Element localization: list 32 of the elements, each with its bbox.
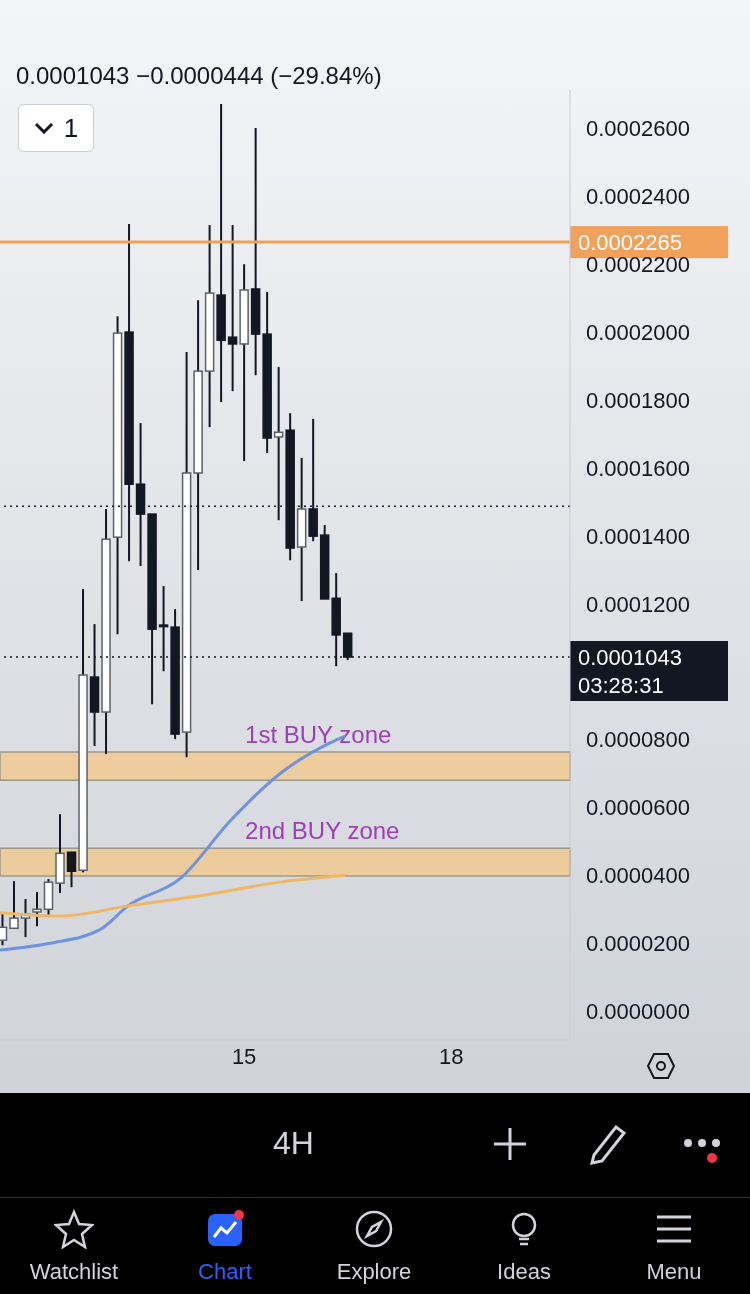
line-series: [0, 873, 347, 918]
y-tick-label: 0.0000200: [586, 931, 690, 957]
text: Chart: [197, 1259, 253, 1285]
candlestick: [66, 851, 77, 889]
text: 03:28:31: [578, 673, 664, 699]
candlestick: [32, 890, 42, 928]
y-tick-label: 0.0000600: [586, 795, 690, 821]
candlestick: [9, 880, 19, 930]
y-tick-label: 0.0002000: [586, 319, 690, 345]
ref-line-label: 0.0001043: [578, 645, 682, 671]
x-tick-label: 18: [439, 1043, 464, 1069]
y-tick-label: 0.0002400: [586, 184, 690, 210]
band-label: 1st BUY zone: [245, 721, 392, 749]
y-tick-label: 0.0000000: [586, 998, 690, 1024]
y-tick-label: 0.0002600: [586, 116, 690, 142]
y-tick-label: 0.0001800: [586, 387, 690, 413]
text: 4H: [273, 1125, 314, 1162]
candlestick: [227, 224, 238, 393]
band-label: 2nd BUY zone: [245, 817, 400, 845]
text: 0.0001043 −0.0000444 (−29.84%): [16, 62, 382, 90]
x-tick-label: 15: [231, 1043, 257, 1069]
text: Menu: [645, 1259, 703, 1285]
text: Ideas: [496, 1259, 552, 1285]
y-tick-label: 0.0001400: [586, 523, 690, 549]
y-tick-label: 0.0001600: [586, 455, 690, 481]
text: Explore: [335, 1259, 413, 1285]
candlestick: [0, 912, 8, 947]
y-tick-label: 0.0000800: [586, 727, 690, 753]
text: Watchlist: [28, 1259, 120, 1285]
y-tick-label: 0.0001200: [586, 591, 690, 617]
annotation: 1: [63, 112, 79, 144]
y-tick-label: 0.0000400: [586, 863, 690, 889]
